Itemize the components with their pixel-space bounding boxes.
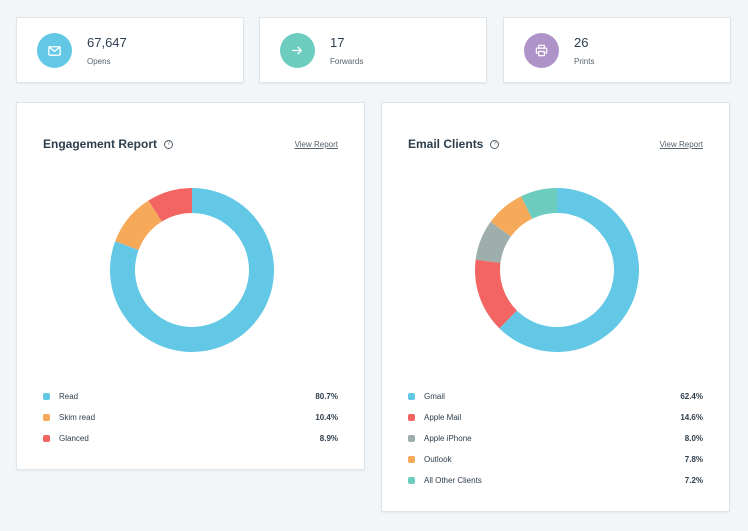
legend-label: Gmail	[424, 392, 445, 401]
legend-swatch	[408, 477, 415, 484]
legend-item-gmail: Gmail 62.4%	[408, 386, 703, 407]
legend-item-apple-mail: Apple Mail 14.6%	[408, 407, 703, 428]
legend-item-apple-iphone: Apple iPhone 8.0%	[408, 428, 703, 449]
legend-swatch	[408, 456, 415, 463]
legend-swatch	[408, 393, 415, 400]
help-icon[interactable]: ?	[164, 139, 174, 149]
slice-glanced	[148, 188, 192, 222]
slice-gmail	[499, 188, 639, 352]
legend-item-all-other-clients: All Other Clients 7.2%	[408, 470, 703, 491]
view-report-link[interactable]: View Report	[294, 140, 338, 149]
legend-label: Glanced	[59, 434, 89, 443]
legend-value: 7.8%	[684, 455, 703, 464]
legend-swatch	[408, 435, 415, 442]
legend-value: 10.4%	[315, 413, 338, 422]
help-icon[interactable]: ?	[490, 139, 500, 149]
stat-value: 26	[574, 34, 589, 50]
stat-card-opens: 67,647 Opens	[16, 17, 244, 83]
legend-value: 80.7%	[315, 392, 338, 401]
slice-outlook	[490, 196, 533, 237]
printer-icon	[524, 32, 559, 68]
legend-item-skim-read: Skim read 10.4%	[43, 407, 338, 428]
panel-title: Engagement Report ?	[43, 137, 174, 151]
slice-skim-read	[115, 200, 162, 251]
slice-apple-mail	[475, 259, 517, 329]
legend-label: Apple iPhone	[424, 434, 472, 443]
view-report-link[interactable]: View Report	[659, 140, 703, 149]
legend-item-read: Read 80.7%	[43, 386, 338, 407]
stat-label: Forwards	[330, 56, 364, 66]
legend-item-glanced: Glanced 8.9%	[43, 428, 338, 449]
legend-label: Skim read	[59, 413, 96, 422]
legend-label: All Other Clients	[424, 476, 482, 485]
legend-swatch	[43, 393, 50, 400]
stat-label: Opens	[87, 56, 111, 66]
clients-title: Email Clients	[408, 137, 484, 151]
legend-value: 14.6%	[680, 413, 703, 422]
legend-swatch	[408, 414, 415, 421]
legend-label: Read	[59, 392, 79, 401]
slice-all-other-clients	[521, 188, 557, 219]
panel-title: Email Clients ?	[408, 137, 500, 151]
mail-icon	[37, 32, 72, 68]
stat-card-prints: 26 Prints	[503, 17, 731, 83]
legend-value: 62.4%	[680, 392, 703, 401]
stat-value: 67,647	[87, 34, 127, 50]
arrow-right-icon	[280, 32, 315, 68]
legend-label: Outlook	[424, 455, 452, 464]
legend-item-outlook: Outlook 7.8%	[408, 449, 703, 470]
engagement-donut-chart	[109, 188, 274, 352]
slice-apple-iphone	[475, 221, 511, 263]
engagement-report-panel: Engagement Report ? View Report Read 80.7…	[16, 102, 365, 470]
legend-label: Apple Mail	[424, 413, 462, 422]
clients-legend: Gmail 62.4% Apple Mail 14.6% Apple iPhone 8.0…	[408, 386, 703, 491]
legend-swatch	[43, 414, 50, 421]
legend-value: 8.0%	[684, 434, 703, 443]
legend-value: 7.2%	[684, 476, 703, 485]
clients-donut-chart	[475, 188, 639, 352]
engagement-legend: Read 80.7% Skim read 10.4% Glanced 8.9%	[43, 386, 338, 449]
slice-read	[109, 188, 274, 352]
engagement-title: Engagement Report	[43, 137, 158, 151]
legend-swatch	[43, 435, 50, 442]
email-clients-panel: Email Clients ? View Report Gmail 62.4% Ap…	[381, 102, 730, 512]
stat-card-forwards: 17 Forwards	[259, 17, 487, 83]
stat-label: Prints	[574, 56, 595, 66]
legend-value: 8.9%	[319, 434, 338, 443]
stat-value: 17	[330, 34, 345, 50]
